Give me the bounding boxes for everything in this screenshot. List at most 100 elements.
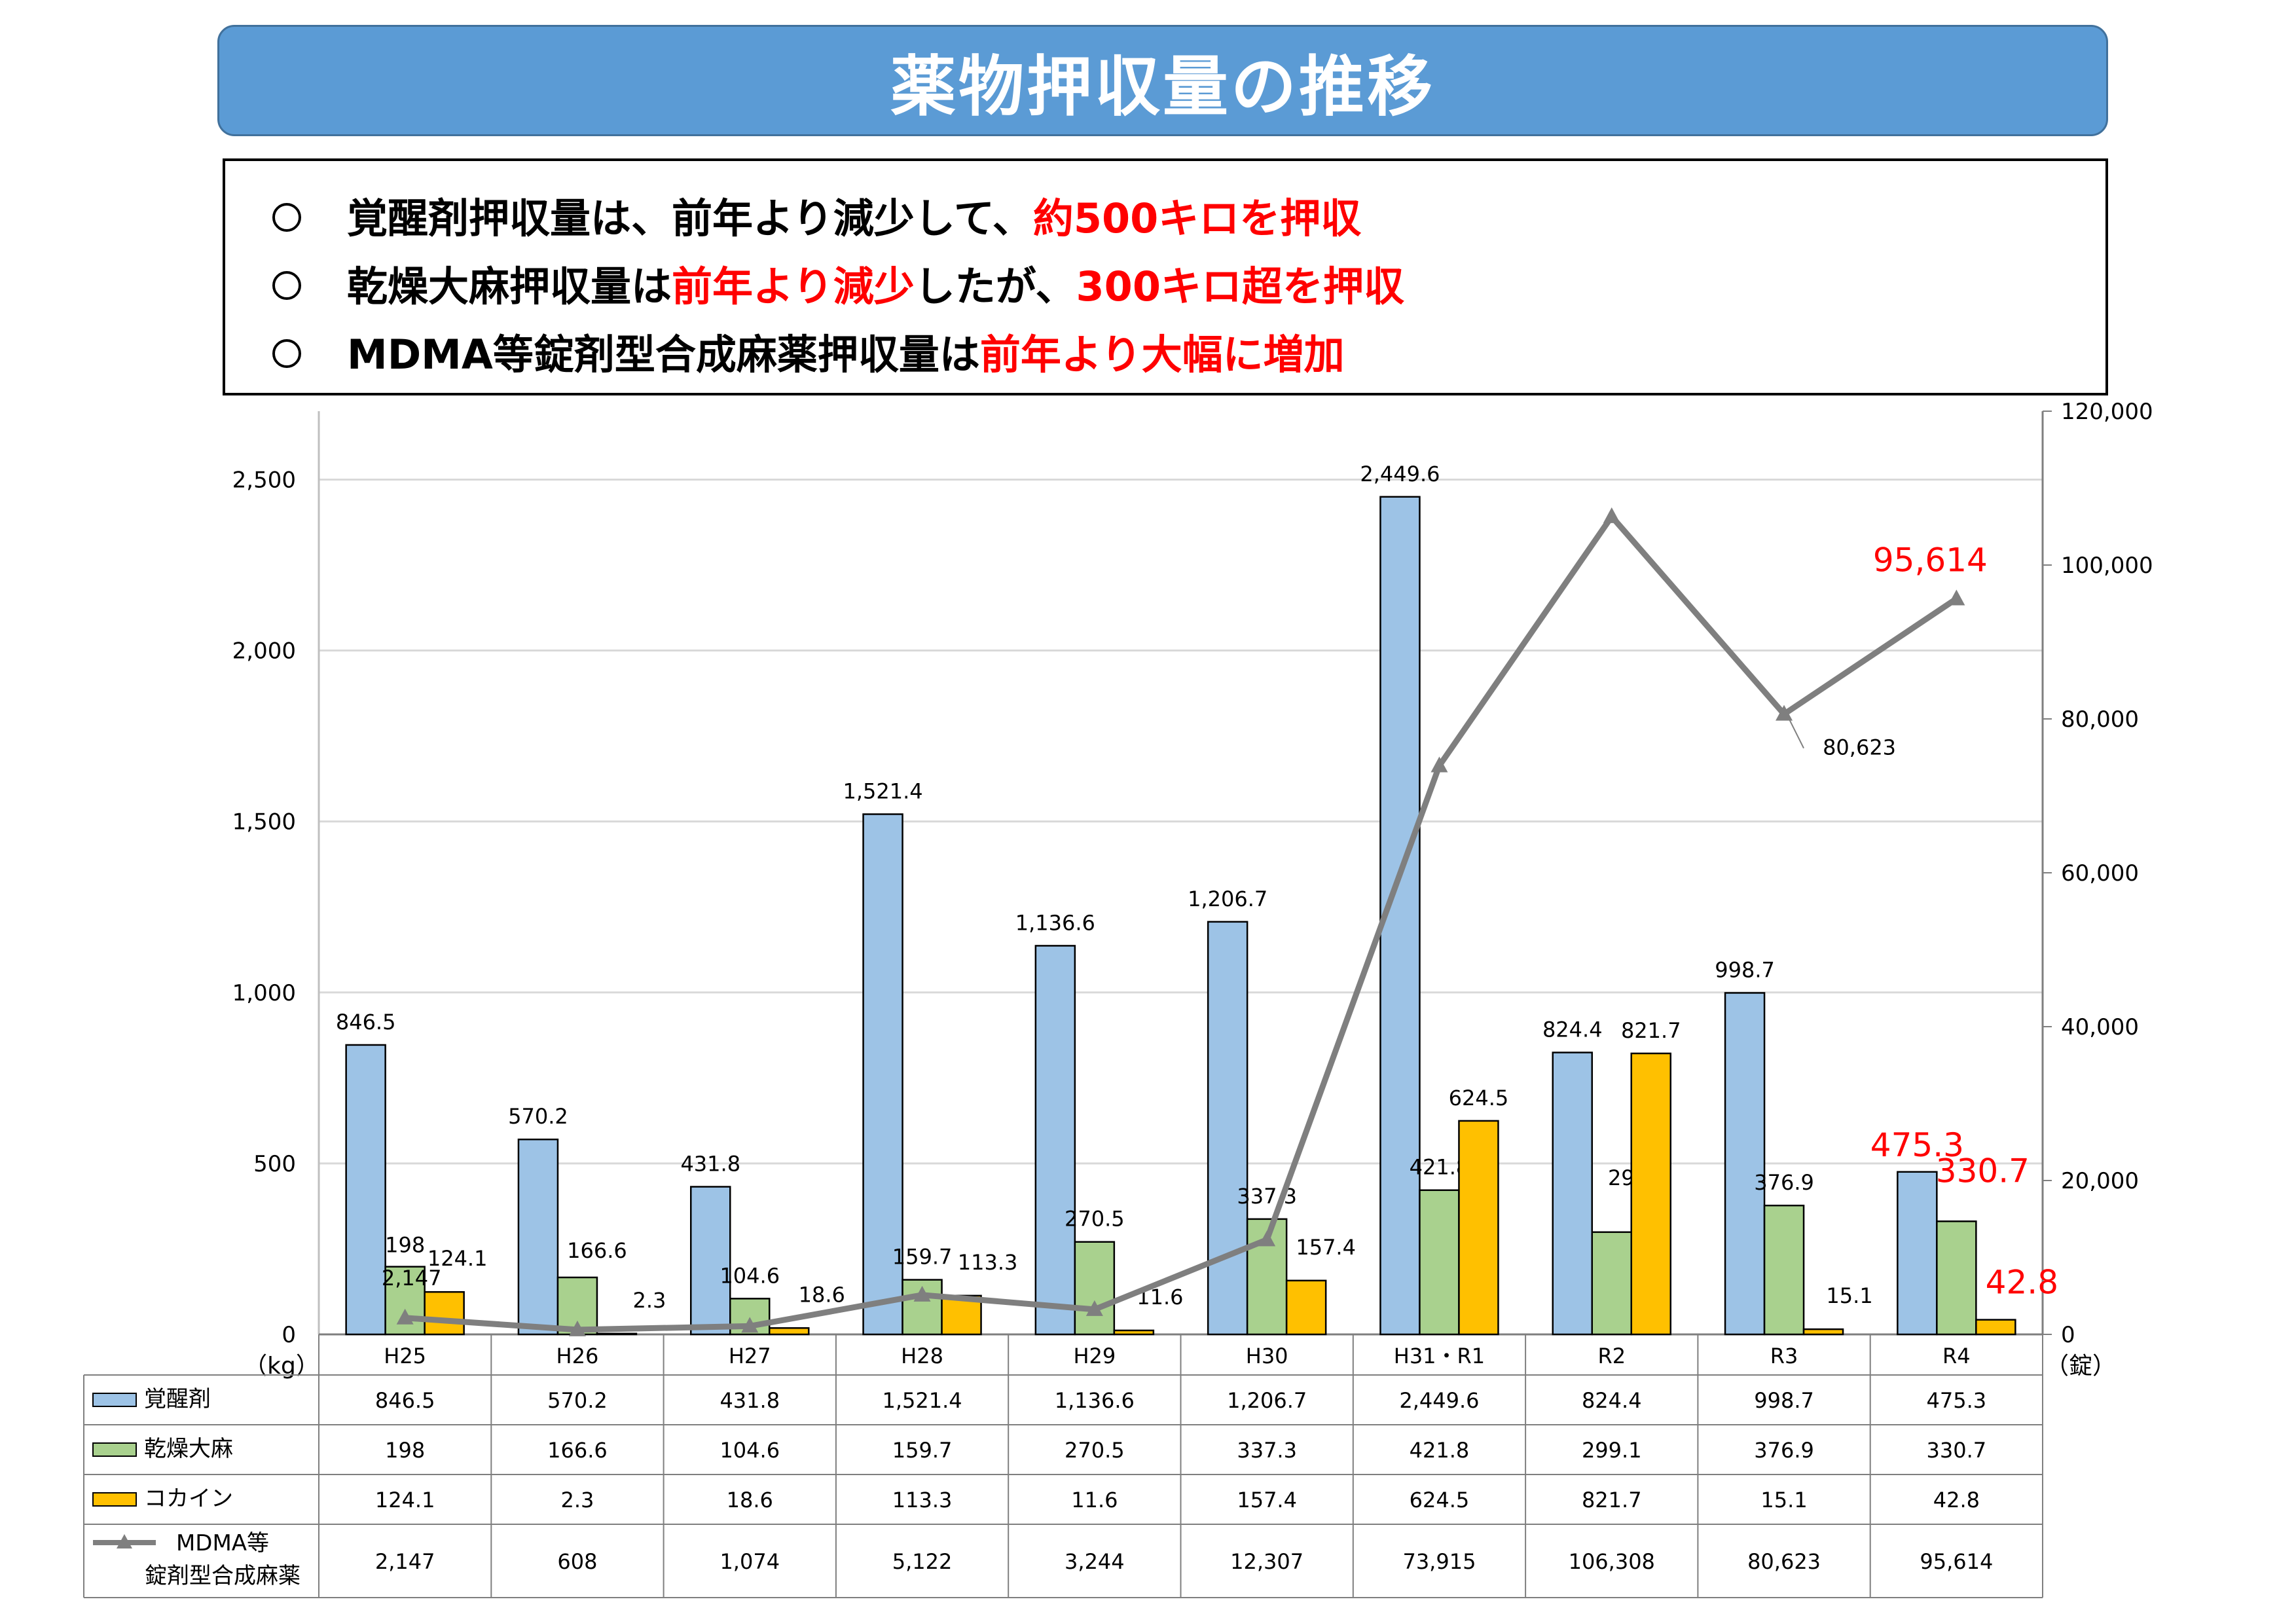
category-label: R2 — [1597, 1344, 1626, 1368]
right-axis-unit: （錠） — [2045, 1353, 2116, 1380]
bar-data-label: 18.6 — [799, 1282, 845, 1307]
table-cell: 11.6 — [1071, 1488, 1118, 1512]
summary-highlight: 前年より大幅に増加 — [979, 331, 1345, 378]
table-cell: 2.3 — [561, 1488, 594, 1512]
bar-data-label: 270.5 — [1065, 1207, 1125, 1232]
bar-cannabis — [1591, 1231, 1632, 1336]
legend-label: 錠剤型合成麻薬 — [145, 1563, 301, 1589]
bar-cannabis — [1246, 1218, 1288, 1336]
bar-cannabis — [1419, 1189, 1460, 1336]
legend-label: コカイン — [144, 1486, 233, 1512]
table-cell: 475.3 — [1927, 1388, 1987, 1413]
bar-stimulant — [517, 1138, 559, 1336]
table-cell: 106,308 — [1569, 1549, 1655, 1574]
bar-cocaine — [424, 1291, 465, 1336]
bar-data-label: 2.3 — [633, 1288, 666, 1313]
table-cell: 104.6 — [720, 1438, 780, 1463]
bar-cocaine — [1630, 1052, 1671, 1336]
table-cell: 18.6 — [727, 1488, 773, 1512]
table-cell: 12,307 — [1230, 1549, 1303, 1574]
mdma-marker — [1258, 1230, 1276, 1247]
summary-text: 覚醒剤押収量は、前年より減少して、 — [347, 194, 1033, 242]
mdma-marker — [1776, 705, 1793, 721]
bar-stimulant — [345, 1044, 386, 1336]
bar-data-label: 159.7 — [892, 1245, 953, 1270]
mdma-marker — [741, 1317, 759, 1333]
bar-cannabis — [1763, 1204, 1805, 1336]
summary-line-1: 覚醒剤押収量は、前年より減少して、約500キロを押収 — [246, 185, 2105, 253]
bar-data-label: 1,136.6 — [1015, 910, 1095, 935]
table-cell: 1,206.7 — [1227, 1388, 1307, 1413]
bar-data-label: 1,521.4 — [843, 779, 922, 803]
table-cell: 166.6 — [547, 1438, 608, 1463]
bar-stimulant — [1207, 921, 1248, 1336]
bar-cocaine — [1975, 1319, 2016, 1336]
category-label: H28 — [901, 1344, 943, 1368]
bar-data-label: 157.4 — [1296, 1235, 1356, 1260]
summary-highlight: 約500キロを押収 — [1032, 194, 1362, 242]
category-label: H27 — [729, 1344, 771, 1368]
table-cell: 1,136.6 — [1055, 1388, 1135, 1413]
mdma-marker — [1948, 589, 1965, 606]
table-cell: 159.7 — [892, 1438, 953, 1463]
summary-box: 覚醒剤押収量は、前年より減少して、約500キロを押収 乾燥大麻押収量は前年より減… — [223, 158, 2108, 395]
bar-cannabis — [1074, 1241, 1116, 1336]
leader-line — [1789, 719, 1804, 749]
legend-label: 覚醒剤 — [144, 1386, 211, 1412]
table-cell: 376.9 — [1754, 1438, 1814, 1463]
bar-data-label: 330.7 — [1936, 1152, 2030, 1190]
left-tick-label: 0 — [282, 1322, 296, 1348]
bullet-circle-icon — [272, 270, 301, 300]
bar-stimulant — [1552, 1052, 1593, 1336]
legend-label: 乾燥大麻 — [144, 1436, 233, 1462]
bar-data-label: 624.5 — [1449, 1086, 1509, 1110]
table-cell: 998.7 — [1754, 1388, 1814, 1413]
summary-text: 乾燥大麻押収量は — [347, 263, 672, 310]
bar-data-label: 846.5 — [336, 1010, 396, 1035]
category-label: R3 — [1770, 1344, 1798, 1368]
right-tick-label: 120,000 — [2061, 399, 2153, 425]
bar-data-label: 166.6 — [567, 1238, 627, 1263]
table-cell: 299.1 — [1582, 1438, 1642, 1463]
table-cell: 15.1 — [1760, 1488, 1807, 1512]
bar-data-label: 104.6 — [720, 1263, 780, 1288]
legend-swatch — [92, 1442, 137, 1457]
table-cell: 337.3 — [1237, 1438, 1297, 1463]
legend-swatch — [92, 1393, 137, 1407]
bar-cocaine — [769, 1327, 810, 1336]
table-cell: 570.2 — [547, 1388, 608, 1413]
table-cell: 124.1 — [375, 1488, 435, 1512]
category-label: H29 — [1073, 1344, 1116, 1368]
bar-data-label: 2,449.6 — [1360, 462, 1440, 486]
table-cell: 198 — [385, 1438, 425, 1463]
left-tick-label: 2,000 — [232, 638, 296, 665]
table-cell: 421.8 — [1410, 1438, 1470, 1463]
mdma-line — [405, 513, 1958, 1333]
mdma-marker — [1430, 756, 1448, 773]
category-label: H31・R1 — [1394, 1344, 1485, 1368]
bar-data-label: 475.3 — [1870, 1126, 1964, 1164]
category-label: R4 — [1942, 1344, 1971, 1368]
table-cell: 3,244 — [1065, 1549, 1125, 1574]
right-tick-label: 20,000 — [2061, 1168, 2139, 1194]
left-tick-label: 2,500 — [232, 467, 296, 493]
left-tick-label: 1,500 — [232, 809, 296, 835]
table-cell: 2,449.6 — [1399, 1388, 1479, 1413]
table-cell: 5,122 — [892, 1549, 953, 1574]
table-cell: 624.5 — [1410, 1488, 1470, 1512]
summary-text: MDMA等錠剤型合成麻薬押収量は — [347, 331, 980, 378]
table-cell: 113.3 — [892, 1488, 953, 1512]
table-cell: 157.4 — [1237, 1488, 1297, 1512]
bar-data-label: 376.9 — [1754, 1170, 1814, 1195]
summary-highlight: 300キロ超を押収 — [1076, 263, 1404, 310]
bar-data-label: 824.4 — [1542, 1017, 1603, 1042]
bar-stimulant — [1724, 992, 1766, 1336]
title-banner: 薬物押収量の推移 — [217, 25, 2108, 136]
bar-cannabis — [1936, 1220, 1977, 1336]
table-cell: 431.8 — [720, 1388, 780, 1413]
summary-text: したが、 — [914, 263, 1076, 310]
bar-cocaine — [1113, 1329, 1155, 1336]
bullet-circle-icon — [272, 202, 301, 232]
mdma-marker — [1603, 507, 1620, 523]
right-tick-label: 0 — [2061, 1322, 2075, 1348]
